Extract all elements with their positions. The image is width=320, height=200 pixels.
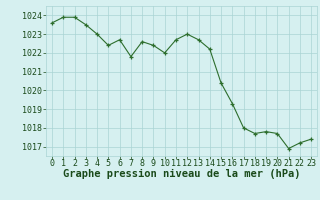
X-axis label: Graphe pression niveau de la mer (hPa): Graphe pression niveau de la mer (hPa) <box>63 169 300 179</box>
